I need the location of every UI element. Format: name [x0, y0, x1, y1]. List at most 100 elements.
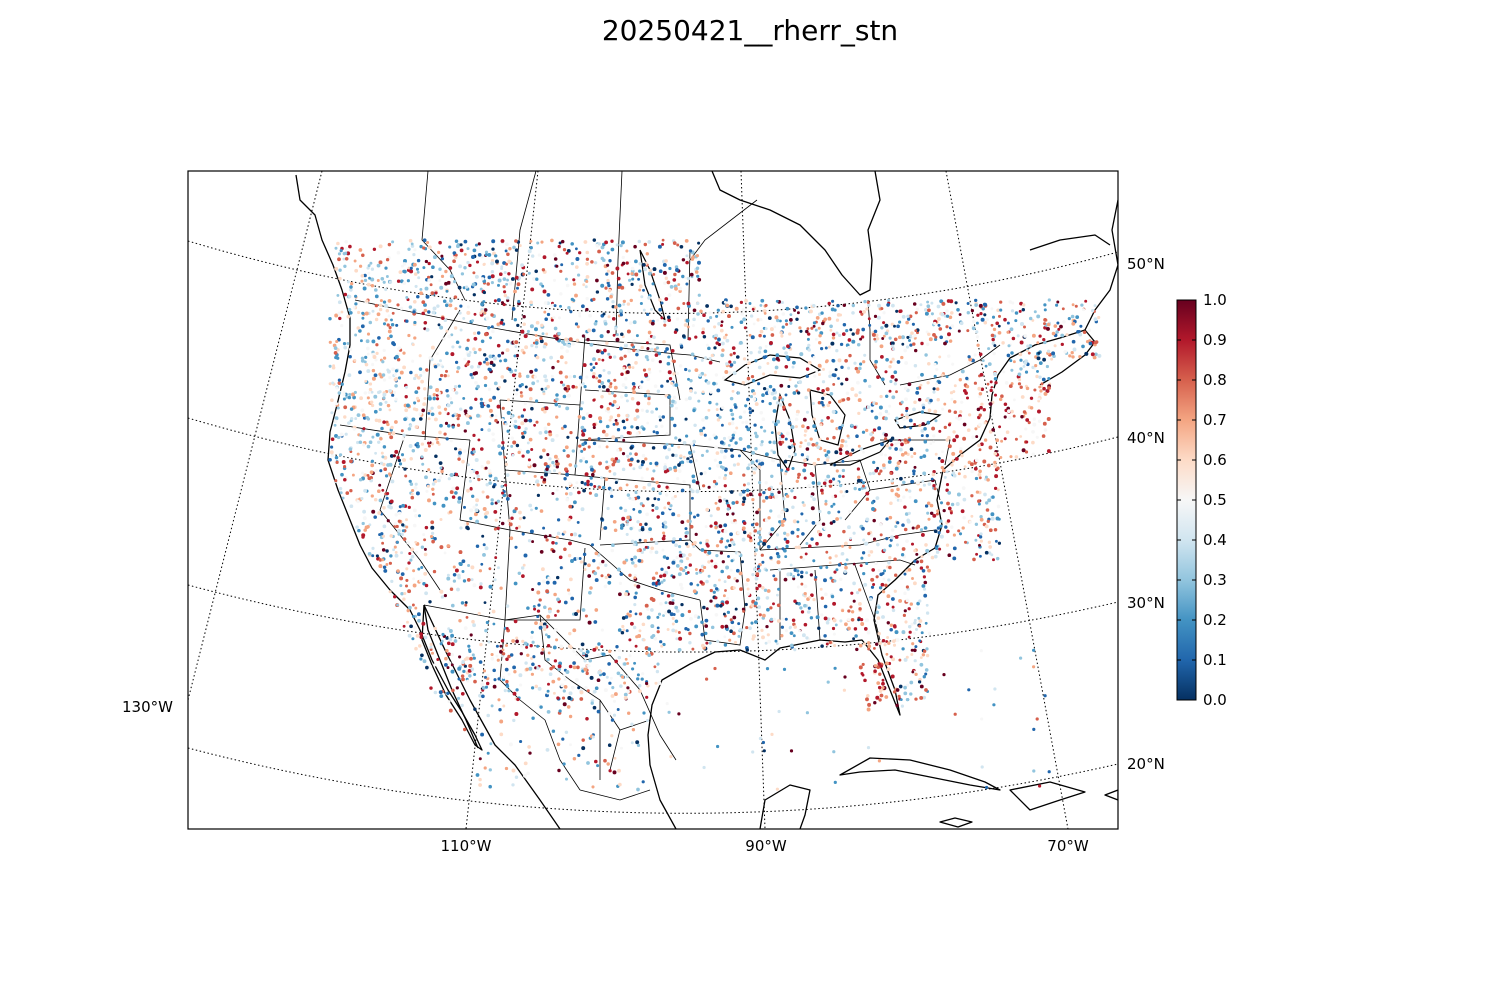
station-point [454, 472, 459, 477]
station-point [582, 488, 586, 493]
station-point [432, 393, 436, 397]
station-point [598, 461, 602, 466]
station-point [1046, 322, 1051, 327]
station-point [924, 543, 928, 547]
station-point [492, 622, 496, 626]
station-point [877, 303, 881, 308]
station-point [607, 711, 612, 716]
station-point [921, 584, 926, 588]
station-point [672, 395, 677, 399]
station-point [594, 362, 598, 366]
station-point [769, 341, 773, 345]
station-point [1071, 321, 1076, 326]
station-point [617, 303, 622, 308]
station-point [937, 317, 941, 321]
station-point [752, 397, 757, 402]
station-point [634, 259, 638, 264]
station-point [835, 349, 839, 353]
station-point [714, 445, 718, 450]
station-point [890, 322, 894, 326]
station-point [647, 295, 652, 300]
station-point [546, 657, 550, 662]
station-point [741, 607, 746, 611]
station-point [744, 602, 748, 607]
station-point [652, 272, 656, 276]
station-point [850, 423, 854, 427]
station-point [633, 244, 637, 249]
station-point [730, 620, 735, 625]
station-point [820, 613, 824, 617]
station-point [819, 423, 823, 427]
station-point [805, 410, 810, 414]
station-point [900, 400, 904, 404]
station-point [598, 485, 602, 489]
station-point [534, 684, 539, 689]
station-point [363, 473, 368, 477]
station-point [464, 285, 469, 289]
station-point [894, 447, 898, 451]
station-point [895, 421, 899, 425]
station-point [640, 476, 644, 480]
station-point [393, 545, 397, 549]
station-point [619, 243, 623, 248]
station-point [684, 527, 688, 531]
station-point [804, 552, 808, 556]
station-point [340, 323, 344, 328]
station-point [660, 424, 664, 428]
station-point [638, 629, 642, 633]
station-point [817, 530, 821, 534]
station-point [1072, 347, 1077, 352]
station-point [472, 271, 476, 275]
station-point [903, 438, 908, 442]
station-point [872, 518, 876, 523]
station-point [690, 442, 694, 446]
station-point [861, 481, 866, 485]
station-point [336, 293, 340, 297]
station-point [755, 586, 759, 591]
station-point [457, 696, 461, 700]
station-point [555, 334, 559, 338]
station-point [662, 642, 666, 647]
station-point [1045, 364, 1049, 369]
station-point [445, 329, 449, 333]
station-point [782, 497, 786, 501]
station-point [371, 309, 375, 313]
canada-east-coast [1084, 199, 1118, 331]
station-point [605, 445, 609, 449]
station-point [493, 678, 497, 682]
station-point [749, 536, 753, 540]
station-point [788, 445, 792, 450]
station-point [601, 559, 605, 564]
station-point [787, 385, 791, 388]
station-point [684, 276, 688, 280]
station-point [387, 504, 392, 509]
station-point [514, 368, 518, 372]
station-point [538, 431, 543, 435]
station-point [557, 664, 562, 669]
station-point [955, 416, 959, 420]
station-point [724, 333, 728, 337]
station-point [879, 522, 883, 527]
station-point [861, 327, 866, 332]
station-point [784, 472, 788, 476]
station-point [454, 360, 459, 365]
station-point [932, 390, 936, 394]
station-point [754, 431, 758, 435]
station-point [387, 329, 392, 334]
station-point [457, 666, 462, 671]
station-point [393, 595, 397, 599]
station-point [333, 351, 338, 355]
station-point [782, 405, 786, 410]
station-point [823, 616, 828, 621]
station-point [692, 317, 696, 322]
station-point [601, 384, 606, 389]
station-point [978, 543, 981, 547]
station-point [826, 450, 831, 454]
station-point [535, 420, 539, 424]
station-point [604, 240, 609, 245]
station-point [766, 544, 771, 549]
station-point [377, 511, 382, 515]
station-point [878, 698, 882, 702]
station-point [439, 642, 443, 646]
station-point [905, 598, 910, 603]
